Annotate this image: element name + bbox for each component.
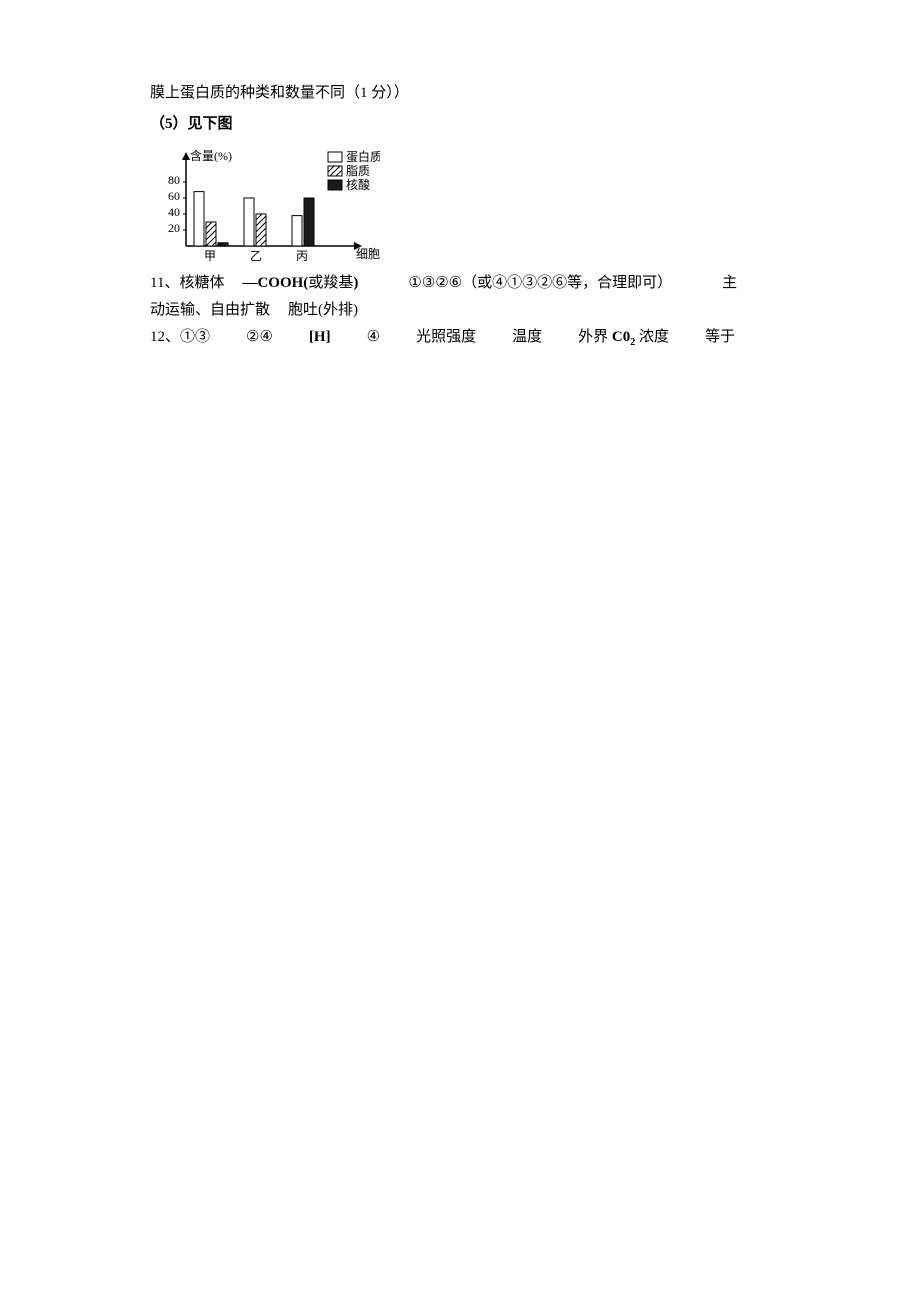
q12-a8: 等于 [705,329,735,345]
ytick-60: 60 [168,189,180,203]
bar-jia-nucleic [218,243,228,246]
xlabel-jia: 甲 [204,249,216,263]
body-line-1: 膜上蛋白质的种类和数量不同（1 分）） [150,80,770,107]
y-axis-label: 含量(%) [190,148,232,163]
legend-protein: 蛋白质 [346,149,380,164]
q11-a3: ①③②⑥（或④①③②⑥等，合理即可） [408,275,672,291]
q11-line2: 动运输、自由扩散 胞吐(外排) [150,297,770,324]
q12-a5: 光照强度 [416,329,476,345]
q11-a2-tail: 或羧基 [308,275,353,291]
ytick-80: 80 [168,173,180,187]
y-axis-arrow [182,152,190,160]
q12-a7-pre: 外界 [578,329,612,345]
q11-line2-a: 动运输、自由扩散 [150,302,270,318]
x-axis-label: 细胞器 [356,247,380,261]
q11-a1: 核糖体 [179,275,224,291]
q11-a2-bold: —COOH( [242,275,308,291]
q12-a4: ④ [367,329,380,345]
bar-yi-lipid [256,214,266,246]
q12-a6: 温度 [512,329,542,345]
q12-prefix: 12、 [150,329,180,345]
q12-a2: ②④ [246,329,273,345]
q11-line2-b: 胞吐(外排) [288,302,358,318]
bar-bing-protein [292,216,302,246]
xlabel-bing: 丙 [296,249,308,263]
legend-nucleic: 核酸 [346,177,370,192]
chart-legend: 蛋白质 脂质 核酸 [328,149,380,192]
q12-line: 12、①③②④[H]④光照强度温度外界 C02 浓度等于 [150,324,770,352]
q12-a7-bold: C0 [612,329,630,345]
q12-a7-post: 浓度 [635,329,669,345]
ytick-20: 20 [168,221,180,235]
bar-bing-nucleic [304,198,314,246]
bar-jia-lipid [206,222,216,246]
q11-a2-close: ) [353,275,358,291]
body-line-2: （5）见下图 [150,111,770,138]
legend-lipid: 脂质 [346,163,370,178]
q11-line1: 11、核糖体 —COOH(或羧基) ①③②⑥（或④①③②⑥等，合理即可） 主 [150,270,770,297]
bar-jia-protein [194,192,204,246]
xlabel-yi: 乙 [250,249,262,263]
q11-a4: 主 [722,275,737,291]
ytick-40: 40 [168,205,180,219]
q12-a3: [H] [309,329,331,345]
organelle-bar-chart: 20 40 60 80 含量(%) 细胞器 甲 乙 丙 蛋白质 脂质 核酸 [150,146,380,266]
q11-prefix: 11、 [150,275,179,291]
q12-a1: ①③ [180,329,210,345]
bar-yi-protein [244,198,254,246]
answers-block: 11、核糖体 —COOH(或羧基) ①③②⑥（或④①③②⑥等，合理即可） 主 动运输、… [150,270,770,352]
